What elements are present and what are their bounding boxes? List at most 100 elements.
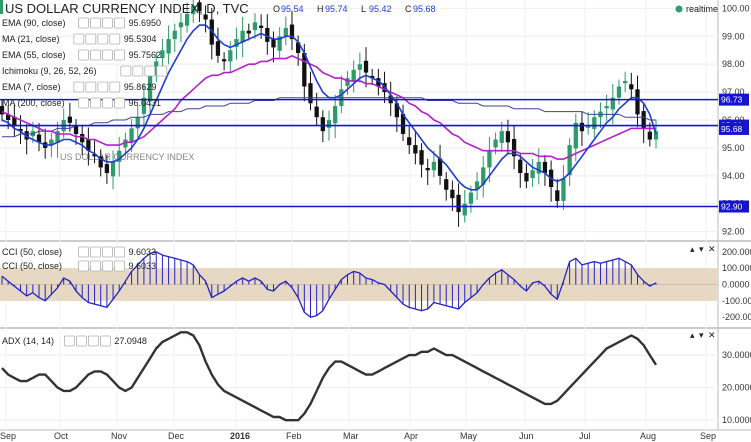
level-tag [719, 200, 749, 213]
arrow-down-icon: ▾ [699, 244, 704, 254]
indicator-value: 95.5304 [124, 34, 157, 44]
close-icon [156, 65, 168, 77]
cci-legend-value: 9.6033 [129, 261, 157, 271]
gear-icon [132, 65, 144, 77]
close-icon [109, 33, 121, 45]
candle-body [431, 161, 437, 171]
close-icon: ✕ [708, 244, 716, 254]
candle-body [653, 131, 659, 140]
candle-body [203, 14, 208, 20]
chart-title: US DOLLAR CURRENCY INDEX, D, TVC [5, 1, 249, 16]
cci-line [1, 251, 657, 318]
indicator-value: 96.0431 [129, 98, 162, 108]
candle-body [450, 189, 455, 199]
price-tick-label: 99.00 [722, 31, 745, 41]
time-tick-label: Jul [579, 431, 591, 441]
price-tick-label: 97.00 [722, 87, 745, 97]
candle-body [104, 164, 110, 174]
close-icon [100, 335, 111, 347]
candle-body [283, 27, 288, 37]
cci-legend-value: 9.6033 [129, 247, 157, 257]
candle-body [370, 75, 375, 79]
candle-body [357, 64, 362, 70]
candle-body [215, 41, 221, 56]
candle-body [573, 122, 578, 149]
cci-tick-label: -100.0000 [722, 296, 751, 306]
indicator-name: EMA (90, close) [2, 18, 66, 28]
candle-body [0, 106, 5, 115]
time-tick-label: Aug [640, 431, 656, 441]
level-tag-label: 92.90 [721, 202, 743, 212]
candle-body [579, 122, 585, 132]
close-icon: ✕ [708, 330, 716, 340]
candle-body [73, 126, 79, 134]
gear-icon [90, 17, 101, 29]
candle-body [567, 145, 572, 176]
title-marker [0, 0, 3, 14]
gear-icon [90, 246, 101, 258]
candle-body [641, 111, 646, 129]
candle-body [481, 167, 486, 185]
level-tag [719, 122, 749, 135]
adx-line [1, 331, 658, 422]
candle-body [487, 150, 492, 168]
ohlc-value: 95.74 [325, 4, 348, 14]
candle-body [376, 78, 381, 87]
adx-legend-name: ADX (14, 14) [2, 336, 54, 346]
cci-tick-label: 200.0000 [722, 247, 751, 257]
time-tick-label: Nov [111, 431, 128, 441]
eye-icon [120, 65, 132, 77]
candle-body [289, 24, 295, 40]
candle-body [444, 179, 449, 190]
close-icon [114, 97, 125, 109]
candle-body [49, 139, 54, 145]
candle-body [400, 113, 406, 134]
candle-body [511, 138, 517, 157]
candle-body [308, 83, 313, 104]
candle-body [67, 116, 73, 123]
candle-body [635, 89, 640, 115]
candle-body [110, 161, 116, 177]
cci-legend-name: CCI (50, close) [2, 261, 62, 271]
candle-body [499, 131, 504, 143]
candle-body [135, 117, 140, 129]
arrow-up-icon: ▴ [690, 330, 695, 340]
candle-body [36, 134, 42, 143]
plus-icon [102, 260, 113, 272]
candle-body [456, 194, 461, 213]
candle-body [425, 168, 430, 171]
candle-body [419, 150, 424, 165]
ohlc-key: C [405, 4, 412, 14]
arrow-down-icon: ▾ [699, 330, 704, 340]
price-tick-label: 95.00 [722, 143, 745, 153]
level-tag [719, 93, 749, 106]
cci-legend-name: CCI (50, close) [2, 247, 62, 257]
close-icon [114, 246, 125, 258]
cci-tick-label: -200.0000 [722, 312, 751, 322]
candle-body [24, 131, 29, 140]
level-tag-label: 96.73 [721, 95, 743, 105]
indicator-value: 95.7562 [129, 50, 162, 60]
candle-body [474, 181, 480, 190]
candle-body [524, 173, 529, 182]
eye-icon [78, 97, 89, 109]
cci-tick-label: 0.0000 [722, 280, 750, 290]
indicator-name: EMA (55, close) [2, 50, 66, 60]
indicator-name: MA (200, close) [2, 98, 65, 108]
candle-body [234, 39, 239, 47]
plus-icon [97, 81, 109, 93]
candle-body [518, 159, 523, 174]
candle-body [536, 161, 541, 174]
adx-tick-label: 20.0000 [722, 383, 751, 393]
time-tick-label: 2016 [230, 431, 250, 441]
price-tick-label: 100.00 [722, 3, 750, 13]
adx-tick-label: 30.0000 [722, 350, 751, 360]
ohlc-value: 95.68 [413, 4, 436, 14]
candle-body [592, 117, 597, 129]
candle-body [555, 190, 560, 201]
plus-icon [102, 49, 113, 61]
candle-body [326, 120, 332, 128]
candle-body [18, 128, 23, 132]
ema90-line [1, 54, 656, 160]
